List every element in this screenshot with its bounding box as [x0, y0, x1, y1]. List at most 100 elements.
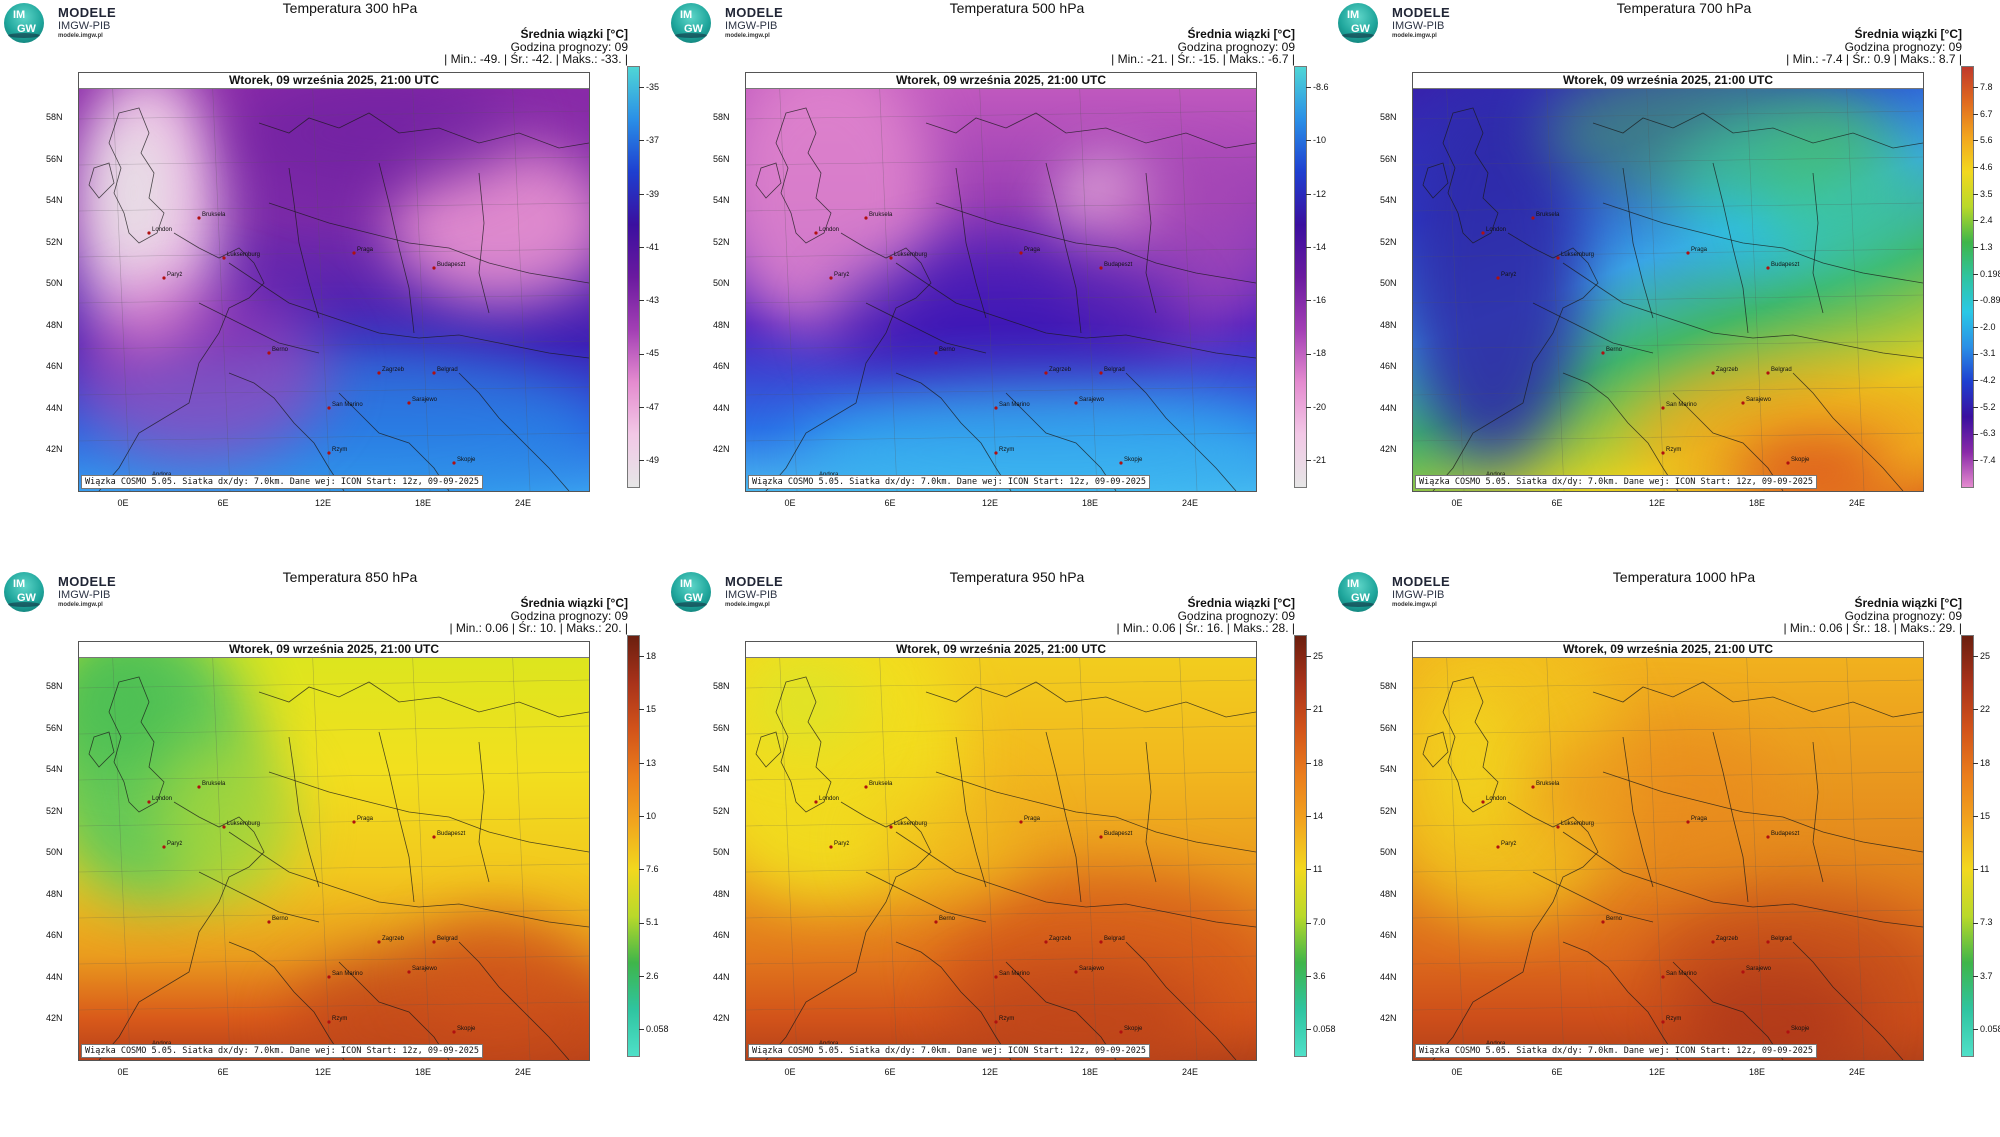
city-marker: Rzym [327, 447, 347, 455]
svg-text:Skopje: Skopje [1791, 1026, 1810, 1032]
colorbar-tick-label: 3.7 [1975, 971, 1993, 981]
temperature-field-patch [866, 782, 1026, 902]
city-marker: Rzym [327, 1016, 347, 1024]
longitude-label: 0E [117, 498, 129, 508]
longitude-label: 18E [1081, 498, 1098, 508]
longitude-label: 24E [514, 498, 531, 508]
colorbar [627, 66, 640, 488]
city-marker: Praga [352, 816, 374, 824]
longitude-label: 0E [1451, 498, 1463, 508]
latitude-label: 50N [713, 278, 730, 288]
latitude-label: 58N [713, 112, 730, 122]
colorbar-tick-label: 7.8 [1975, 82, 1993, 92]
latitude-label: 50N [713, 847, 730, 857]
colorbar-tick-label: -6.3 [1975, 428, 1996, 438]
latitude-label: 52N [713, 805, 730, 816]
city-marker: Budapeszt [1099, 831, 1133, 839]
city-marker: San Marino [327, 971, 363, 979]
temperature-map[interactable]: Wtorek, 09 września 2025, 21:00 UTC Lond… [1412, 641, 1924, 1061]
city-marker: Paryż [829, 841, 849, 849]
colorbar-tick-label: 18 [1308, 758, 1323, 768]
colorbar-tick-label: -12 [1308, 189, 1326, 199]
stat-label: Średnia wiązki [°C] [1187, 27, 1296, 41]
panel-title: Temperatura 1000 hPa [1612, 569, 1756, 585]
svg-text:Belgrad: Belgrad [1104, 367, 1125, 373]
latitude-label: 56N [713, 722, 730, 733]
forecast-panel: IM GW MODELE IMGW-PIB modele.imgw.pl Temp… [667, 569, 1336, 1137]
svg-text:Budapeszt: Budapeszt [1771, 831, 1800, 837]
city-marker: Praga [1686, 816, 1708, 824]
latitude-label: 50N [46, 847, 63, 857]
colorbar-tick-label: -45 [641, 348, 659, 358]
colorbar-tick-label: 6.7 [1975, 109, 1993, 119]
longitude-label: 6E [884, 498, 896, 508]
imgw-logo[interactable]: IM GW MODELE IMGW-PIB modele.imgw.pl [1338, 572, 1478, 616]
latitude-label: 58N [1380, 112, 1397, 122]
longitude-label: 6E [1551, 498, 1563, 508]
colorbar-tick-label: 1.3 [1975, 242, 1993, 252]
svg-text:London: London [152, 796, 172, 802]
colorbar-tick-label: 18 [641, 651, 656, 661]
latitude-label: 56N [46, 153, 63, 164]
city-marker: Budapeszt [1766, 262, 1800, 270]
city-marker: Paryż [162, 841, 182, 849]
imgw-logo[interactable]: IM GW MODELE IMGW-PIB modele.imgw.pl [4, 572, 144, 616]
city-marker: Skopje [452, 1026, 476, 1034]
city-marker: Skopje [1786, 1026, 1810, 1034]
temperature-field-patch [419, 912, 579, 1032]
forecast-hour: Godzina prognozy: 09 [1844, 608, 1962, 623]
city-marker: Budapeszt [1099, 262, 1133, 270]
imgw-logo[interactable]: IM GW MODELE IMGW-PIB modele.imgw.pl [671, 3, 811, 47]
svg-text:Zagrzeb: Zagrzeb [1049, 936, 1072, 942]
latitude-label: 48N [713, 888, 730, 899]
temperature-map[interactable]: Wtorek, 09 września 2025, 21:00 UTC Lond… [745, 72, 1257, 492]
latitude-label: 52N [1380, 236, 1397, 247]
colorbar-tick-label: -20 [1308, 402, 1326, 412]
colorbar-tick-label: -21 [1308, 455, 1326, 465]
map-footer: Wiązka COSMO 5.05. Siatka dx/dy: 7.0km. … [748, 475, 1151, 489]
imgw-logo-icon: IM GW [4, 3, 44, 43]
latitude-label: 54N [713, 764, 730, 774]
colorbar-tick-label: 21 [1308, 704, 1323, 714]
forecast-panel: IM GW MODELE IMGW-PIB modele.imgw.pl Temp… [667, 0, 1333, 568]
map-date-header: Wtorek, 09 września 2025, 21:00 UTC [1413, 73, 1923, 89]
imgw-logo[interactable]: IM GW MODELE IMGW-PIB modele.imgw.pl [4, 3, 144, 47]
imgw-logo[interactable]: IM GW MODELE IMGW-PIB modele.imgw.pl [1338, 3, 1478, 47]
forecast-hour: Godzina prognozy: 09 [510, 608, 628, 623]
temperature-map[interactable]: Wtorek, 09 września 2025, 21:00 UTC Lond… [78, 72, 590, 492]
temperature-map[interactable]: Wtorek, 09 września 2025, 21:00 UTC Lond… [78, 641, 590, 1061]
svg-text:London: London [1486, 796, 1506, 802]
svg-text:San Marino: San Marino [1666, 402, 1697, 408]
city-marker: Paryż [829, 272, 849, 280]
temperature-map[interactable]: Wtorek, 09 września 2025, 21:00 UTC Lond… [745, 641, 1257, 1061]
svg-text:Budapeszt: Budapeszt [1104, 262, 1133, 268]
imgw-logo[interactable]: IM GW MODELE IMGW-PIB modele.imgw.pl [671, 572, 811, 616]
latitude-label: 44N [1380, 971, 1397, 982]
colorbar-tick-label: 4.6 [1975, 162, 1993, 172]
longitude-label: 0E [1451, 1067, 1463, 1077]
colorbar-tick-label: 5.6 [1975, 135, 1993, 145]
colorbar-tick-label: -7.4 [1975, 455, 1996, 465]
colorbar-tick-label: -4.2 [1975, 375, 1996, 385]
svg-text:Paryż: Paryż [167, 841, 182, 847]
latitude-label: 56N [1380, 722, 1397, 733]
latitude-label: 42N [1380, 1013, 1397, 1023]
city-marker: Bruksela [197, 212, 226, 220]
logo-org: IMGW-PIB [725, 589, 778, 601]
imgw-logo-icon: IM GW [1338, 572, 1378, 612]
svg-text:Paryż: Paryż [1501, 272, 1516, 278]
svg-text:Rzym: Rzym [332, 447, 347, 453]
longitude-label: 6E [217, 498, 229, 508]
longitude-label: 6E [217, 1067, 229, 1077]
latitude-label: 52N [46, 805, 63, 816]
svg-text:Praga: Praga [1691, 247, 1708, 253]
svg-text:Belgrad: Belgrad [437, 367, 458, 373]
latitude-label: 56N [713, 153, 730, 164]
svg-text:Belgrad: Belgrad [1771, 367, 1792, 373]
logo-org: IMGW-PIB [725, 20, 778, 32]
city-marker: London [147, 796, 172, 804]
colorbar-tick-label: 7.3 [1975, 917, 1993, 927]
temperature-map[interactable]: Wtorek, 09 września 2025, 21:00 UTC Lond… [1412, 72, 1924, 492]
imgw-logo-icon: IM GW [1338, 3, 1378, 43]
colorbar-tick-label: -10 [1308, 135, 1326, 145]
